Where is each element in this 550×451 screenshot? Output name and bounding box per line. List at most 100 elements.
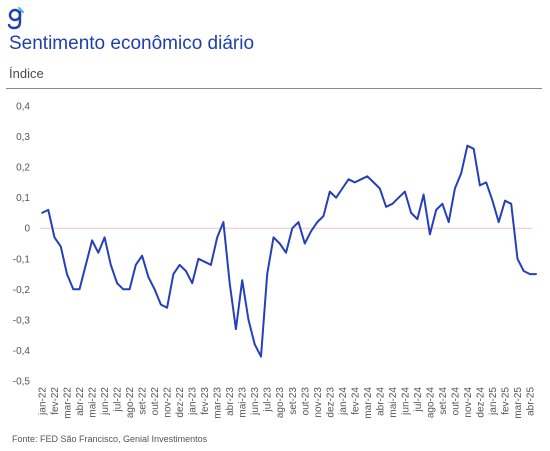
data-point xyxy=(97,251,100,254)
data-point xyxy=(497,221,500,223)
data-point xyxy=(122,288,125,291)
x-tick-label: fev-22 xyxy=(50,387,61,415)
data-point xyxy=(441,202,444,205)
y-tick-label: -0,1 xyxy=(13,254,31,265)
x-tick-label: set-24 xyxy=(438,387,449,415)
header-divider xyxy=(6,88,542,89)
data-point xyxy=(103,236,106,239)
x-tick-label: jan-25 xyxy=(488,387,499,416)
data-point xyxy=(303,242,306,245)
data-point xyxy=(210,264,212,266)
data-point xyxy=(272,236,275,239)
data-point xyxy=(172,273,175,275)
data-point xyxy=(404,190,406,193)
data-point xyxy=(347,178,350,181)
data-point xyxy=(379,187,381,190)
data-point xyxy=(510,202,513,205)
x-tick-label: set-22 xyxy=(138,387,149,415)
x-tick-label: fev-24 xyxy=(350,387,361,415)
data-point xyxy=(128,288,131,291)
x-tick-label: ago-24 xyxy=(425,387,436,419)
x-tick-label: out-24 xyxy=(450,387,461,416)
x-tick-label: ago-22 xyxy=(125,387,136,419)
x-tick-label: abr-23 xyxy=(225,387,236,416)
data-point xyxy=(372,181,375,184)
data-point xyxy=(185,270,187,272)
y-tick-label: -0,3 xyxy=(13,315,31,326)
x-tick-label: out-23 xyxy=(300,387,311,416)
data-point xyxy=(66,273,68,275)
data-point xyxy=(516,257,519,260)
x-tick-label: mar-22 xyxy=(63,387,74,419)
x-tick-label: jan-24 xyxy=(338,387,349,416)
x-tick-label: jul-24 xyxy=(413,387,424,413)
x-tick-label: mai-24 xyxy=(388,387,399,418)
x-tick-label: mar-23 xyxy=(213,387,224,419)
x-tick-label: abr-22 xyxy=(75,387,86,416)
data-point xyxy=(335,196,337,199)
data-point xyxy=(535,273,538,275)
data-point xyxy=(116,282,118,285)
data-point xyxy=(410,212,412,214)
x-tick-label: nov-22 xyxy=(163,387,174,418)
sentiment-series-line xyxy=(41,144,537,358)
x-tick-label: out-22 xyxy=(150,387,161,416)
data-point xyxy=(78,288,81,291)
data-point xyxy=(228,282,231,285)
y-tick-label: -0,4 xyxy=(13,346,31,357)
data-point xyxy=(454,187,456,190)
data-point xyxy=(235,328,237,330)
data-point xyxy=(291,227,294,230)
data-point xyxy=(472,147,475,150)
y-tick-label: 0,2 xyxy=(16,163,30,174)
data-point xyxy=(366,175,369,178)
x-tick-label: abr-25 xyxy=(526,387,537,416)
data-point xyxy=(260,355,262,358)
y-tick-label: 0,1 xyxy=(16,193,30,204)
data-point xyxy=(310,230,312,233)
data-point xyxy=(360,178,362,181)
data-point xyxy=(147,276,150,278)
x-tick-label: mar-24 xyxy=(363,387,374,419)
data-point xyxy=(385,206,387,208)
data-point xyxy=(47,209,50,211)
data-point xyxy=(91,239,93,242)
data-point xyxy=(316,221,319,223)
data-point xyxy=(278,242,281,245)
data-point xyxy=(416,218,419,220)
y-tick-label: -0,5 xyxy=(13,377,31,388)
data-point xyxy=(297,221,300,223)
y-tick-label: -0,2 xyxy=(13,285,31,296)
data-point xyxy=(160,303,162,306)
x-tick-label: mai-23 xyxy=(238,387,249,418)
data-point xyxy=(285,251,287,254)
source-note: Fonte: FED São Francisco, Genial Investi… xyxy=(12,434,208,444)
x-tick-label: mar-25 xyxy=(513,387,524,419)
data-point xyxy=(203,261,206,263)
x-tick-label: jan-22 xyxy=(38,387,49,416)
data-point xyxy=(197,257,200,260)
data-point xyxy=(191,282,193,285)
data-point xyxy=(422,193,425,196)
data-point xyxy=(479,184,481,187)
data-point xyxy=(241,279,244,281)
data-point xyxy=(485,181,488,184)
x-tick-label: fev-23 xyxy=(200,387,211,415)
data-point xyxy=(397,196,400,199)
data-point xyxy=(135,264,137,266)
page-title: Sentimento econômico diário xyxy=(9,33,255,54)
x-tick-label: dez-22 xyxy=(175,387,186,418)
y-tick-label: 0,4 xyxy=(16,102,30,113)
y-tick-label: 0 xyxy=(24,224,30,235)
x-tick-label: dez-23 xyxy=(325,387,336,418)
data-point xyxy=(247,319,250,321)
data-point xyxy=(504,199,506,202)
data-point xyxy=(328,190,331,193)
data-point xyxy=(59,245,62,248)
x-tick-label: dez-24 xyxy=(475,387,486,418)
x-tick-label: fev-25 xyxy=(500,387,511,415)
x-tick-label: jul-23 xyxy=(263,387,274,413)
data-point xyxy=(266,273,269,275)
x-tick-label: ago-23 xyxy=(275,387,286,419)
data-point xyxy=(435,209,437,211)
